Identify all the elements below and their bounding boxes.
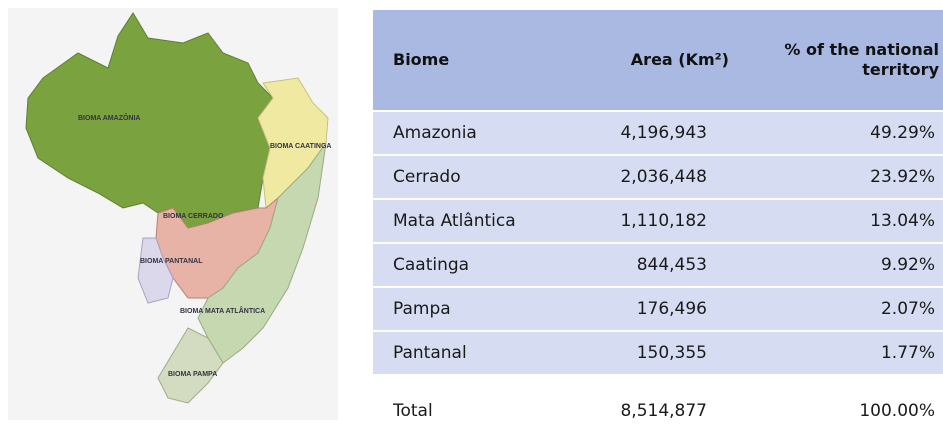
table-cell: 844,453 xyxy=(636,255,707,275)
table-cell: 1.77% xyxy=(880,343,935,363)
table-cell: 150,355 xyxy=(636,343,707,363)
table-cell: 8,514,877 xyxy=(620,401,707,421)
table-cell: 9.92% xyxy=(880,255,935,275)
table-cell: Pantanal xyxy=(393,343,467,363)
map-label: BIOMA PAMPA xyxy=(168,371,217,378)
table-row: Cerrado 2,036,448 23.92% xyxy=(373,156,943,198)
table-cell: 2.07% xyxy=(880,299,935,319)
map-label: BIOMA MATA ATLÂNTICA xyxy=(180,306,265,315)
pantanal-region xyxy=(137,237,174,304)
biome-map: BIOMA AMAZÔNIA BIOMA CAATINGA BIOMA CERR… xyxy=(8,8,338,420)
table-cell: Amazonia xyxy=(393,123,477,143)
mata-atlantica-region xyxy=(197,142,327,364)
table-cell: Cerrado xyxy=(393,167,461,187)
table-cell: 1,110,182 xyxy=(620,211,707,231)
table-cell: 23.92% xyxy=(870,167,935,187)
table-row: Amazonia 4,196,943 49.29% xyxy=(373,112,943,154)
total-row: Total 8,514,877 100.00% xyxy=(373,390,943,432)
table-cell: 49.29% xyxy=(870,123,935,143)
header-cell: Biome xyxy=(393,50,450,69)
map-label: BIOMA CERRADO xyxy=(163,213,224,220)
pampa-region xyxy=(157,327,224,404)
table-cell: Caatinga xyxy=(393,255,470,275)
map-label: BIOMA PANTANAL xyxy=(140,258,203,265)
header-cell: Area (Km²) xyxy=(630,50,729,69)
table-cell: Total xyxy=(393,401,433,421)
table-cell: 2,036,448 xyxy=(620,167,707,187)
table-cell: 176,496 xyxy=(636,299,707,319)
table-cell: 13.04% xyxy=(870,211,935,231)
table-cell: 4,196,943 xyxy=(620,123,707,143)
map-label: BIOMA CAATINGA xyxy=(270,143,331,150)
table-header: Biome Area (Km²) % of the national terri… xyxy=(373,10,943,110)
table-row: Pampa 176,496 2.07% xyxy=(373,288,943,330)
table-cell: 100.00% xyxy=(859,401,935,421)
table-row: Caatinga 844,453 9.92% xyxy=(373,244,943,286)
table-cell: Pampa xyxy=(393,299,451,319)
map-label: BIOMA AMAZÔNIA xyxy=(78,113,140,122)
table-cell: Mata Atlântica xyxy=(393,211,516,231)
table-row: Mata Atlântica 1,110,182 13.04% xyxy=(373,200,943,242)
table-row: Pantanal 150,355 1.77% xyxy=(373,332,943,374)
header-cell: % of the national territory xyxy=(784,40,939,79)
